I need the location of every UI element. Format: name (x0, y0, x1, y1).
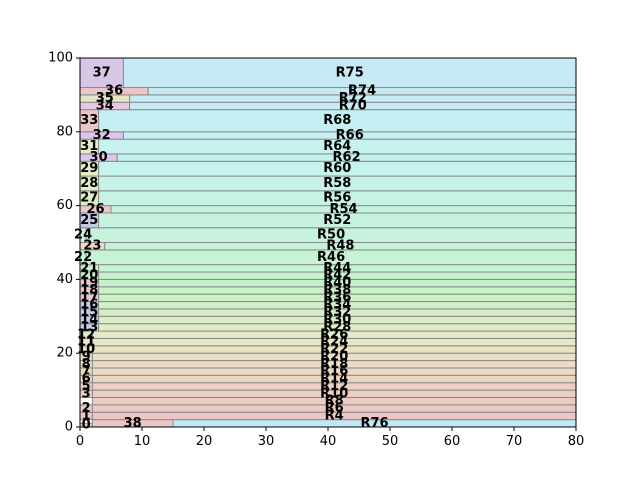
y-tick-label: 60 (56, 198, 73, 213)
treemap-label-R36: R36 (323, 290, 351, 305)
treemap-label-1: 1 (82, 408, 91, 423)
treemap-label-R56: R56 (323, 191, 351, 206)
treemap-label-35: 35 (96, 91, 114, 106)
treemap-label-3: 3 (82, 386, 91, 401)
y-tick-label: 80 (56, 124, 73, 139)
treemap-label-16: 16 (80, 298, 98, 313)
treemap-label-19: 19 (80, 276, 98, 291)
treemap-label-R12: R12 (320, 379, 348, 394)
treemap-label-R54: R54 (329, 202, 357, 217)
treemap-label-R72: R72 (339, 91, 367, 106)
treemap-label-R28: R28 (323, 320, 351, 335)
treemap-label-R50: R50 (317, 228, 345, 243)
treemap-label-25: 25 (80, 213, 98, 228)
treemap-label-26: 26 (86, 202, 104, 217)
treemap-label-38: 38 (124, 416, 142, 431)
x-tick-label: 50 (382, 434, 399, 449)
treemap-label-R46: R46 (317, 250, 345, 265)
x-tick-label: 40 (320, 434, 337, 449)
treemap-label-34: 34 (96, 98, 114, 113)
y-axis: 0 20 40 60 80 100 (48, 51, 80, 435)
y-tick-label: 100 (48, 51, 73, 66)
treemap-label-2: 2 (82, 401, 91, 416)
treemap-label-R52: R52 (323, 213, 351, 228)
treemap-label-R75: R75 (336, 65, 364, 80)
treemap-label-R48: R48 (326, 239, 354, 254)
x-tick-label: 20 (196, 434, 213, 449)
treemap-label-18: 18 (80, 283, 98, 298)
treemap-label-R8: R8 (325, 394, 344, 409)
treemap-label-24: 24 (74, 228, 92, 243)
treemap-label-R32: R32 (323, 305, 351, 320)
x-tick-label: 70 (506, 434, 523, 449)
treemap-label-R16: R16 (320, 364, 348, 379)
treemap-label-R22: R22 (320, 342, 348, 357)
treemap-label-R38: R38 (323, 283, 351, 298)
treemap-label-31: 31 (80, 139, 98, 154)
treemap-label-30: 30 (90, 150, 108, 165)
treemap-label-15: 15 (80, 305, 98, 320)
treemap-label-R42: R42 (323, 268, 351, 283)
treemap-label-0: 0 (82, 418, 91, 433)
y-tick-label: 40 (56, 272, 73, 287)
x-tick-label: 80 (568, 434, 585, 449)
treemap-label-R14: R14 (320, 372, 348, 387)
treemap-label-7: 7 (82, 364, 91, 379)
y-tick-label: 20 (56, 346, 73, 361)
treemap-label-R44: R44 (323, 261, 351, 276)
treemap-label-R74: R74 (348, 84, 376, 99)
treemap-label-R40: R40 (323, 276, 351, 291)
treemap-label-R70: R70 (339, 98, 367, 113)
treemap-label-17: 17 (80, 290, 98, 305)
x-tick-label: 60 (444, 434, 461, 449)
y-tick-label: 0 (65, 420, 73, 435)
x-tick-label: 0 (76, 434, 84, 449)
treemap-label-32: 32 (93, 128, 111, 143)
treemap-label-29: 29 (80, 161, 98, 176)
treemap-label-12: 12 (77, 327, 95, 342)
treemap-label-5: 5 (82, 379, 91, 394)
treemap-label-R60: R60 (323, 161, 351, 176)
treemap-label-20: 20 (80, 268, 98, 283)
treemap-label-27: 27 (80, 191, 98, 206)
x-tick-label: 30 (258, 434, 275, 449)
treemap-label-R26: R26 (320, 327, 348, 342)
treemap-label-R10: R10 (320, 386, 348, 401)
treemap-label-R6: R6 (325, 401, 344, 416)
treemap-label-R20: R20 (320, 349, 348, 364)
treemap-label-R58: R58 (323, 176, 351, 191)
treemap-label-14: 14 (80, 312, 98, 327)
treemap-label-21: 21 (80, 261, 98, 276)
treemap-label-11: 11 (77, 335, 95, 350)
treemap-label-23: 23 (83, 239, 101, 254)
treemap-label-R4: R4 (325, 408, 344, 423)
treemap-label-37: 37 (93, 65, 111, 80)
treemap-label-R62: R62 (333, 150, 361, 165)
treemap-label-R68: R68 (323, 113, 351, 128)
treemap-label-R66: R66 (336, 128, 364, 143)
rects-layer (79, 57, 577, 428)
treemap-label-R76: R76 (360, 416, 388, 431)
treemap-label-13: 13 (80, 320, 98, 335)
treemap-label-R34: R34 (323, 298, 351, 313)
treemap-label-36: 36 (105, 84, 123, 99)
x-tick-label: 10 (134, 434, 151, 449)
treemap-label-22: 22 (74, 250, 92, 265)
treemap-label-R64: R64 (323, 139, 351, 154)
treemap-label-6: 6 (82, 372, 91, 387)
treemap-rect-R75 (122, 57, 577, 89)
treemap-label-28: 28 (80, 176, 98, 191)
treemap-label-R24: R24 (320, 335, 348, 350)
treemap-label-R30: R30 (323, 312, 351, 327)
treemap-label-33: 33 (80, 113, 98, 128)
x-axis: 0 10 20 30 40 50 60 70 80 (76, 427, 584, 449)
treemap-label-9: 9 (82, 349, 91, 364)
treemap-label-R18: R18 (320, 357, 348, 372)
treemap-label-10: 10 (77, 342, 95, 357)
treemap-label-8: 8 (82, 357, 91, 372)
